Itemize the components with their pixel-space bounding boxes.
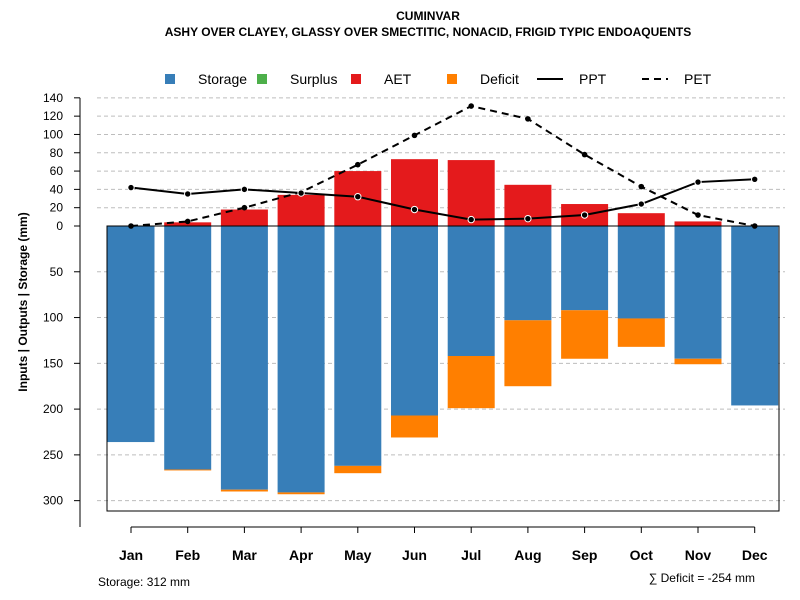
y-tick-label-down-150: 150 — [43, 356, 63, 370]
chart-title: CUMINVAR — [396, 9, 460, 23]
month-label-feb: Feb — [175, 547, 200, 563]
bar-deficit-feb — [164, 469, 212, 471]
y-tick-label-up-100: 100 — [43, 127, 63, 141]
y-tick-label-down-50: 50 — [50, 265, 64, 279]
point-pet-sep — [581, 151, 588, 158]
y-axis-label: Inputs | Outputs | Storage (mm) — [16, 212, 30, 391]
bar-deficit-jul — [447, 356, 495, 409]
legend-label-ppt: PPT — [579, 71, 607, 87]
bar-deficit-oct — [617, 318, 665, 347]
point-pet-jul — [468, 103, 475, 109]
legend-swatch-surplus — [257, 74, 267, 84]
gridlines — [97, 97, 785, 502]
bar-deficit-nov — [674, 358, 722, 365]
point-ppt-may — [354, 193, 362, 201]
month-label-jan: Jan — [119, 547, 143, 563]
bar-storage-mar — [220, 226, 268, 490]
month-label-oct: Oct — [630, 547, 654, 563]
y-tick-label-down-200: 200 — [43, 402, 63, 416]
bar-storage-dec — [731, 226, 779, 406]
point-pet-aug — [525, 116, 531, 122]
point-ppt-jan — [127, 183, 135, 192]
bar-storage-may — [334, 226, 382, 466]
bar-storage-apr — [277, 226, 325, 493]
legend: Storage Surplus AET Deficit PPT PET — [165, 71, 712, 87]
storage-note: Storage: 312 mm — [98, 575, 190, 589]
y-tick-label-up-120: 120 — [43, 109, 63, 123]
bar-storage-sep — [561, 226, 609, 311]
point-pet-mar — [241, 204, 248, 211]
bar-deficit-apr — [277, 492, 325, 495]
point-ppt-sep — [580, 211, 589, 219]
bar-storage-jun — [391, 226, 438, 416]
bars — [107, 159, 779, 495]
bar-storage-aug — [504, 226, 552, 321]
y-tick-label-up-80: 80 — [50, 146, 64, 160]
legend-label-aet: AET — [384, 71, 412, 87]
month-label-jul: Jul — [461, 547, 481, 563]
bar-storage-jul — [447, 226, 495, 357]
month-label-sep: Sep — [572, 547, 598, 563]
bar-storage-oct — [617, 226, 665, 319]
month-label-dec: Dec — [742, 547, 768, 563]
point-ppt-aug — [524, 214, 532, 223]
bar-deficit-jun — [391, 415, 438, 438]
bar-aet-jun — [391, 159, 438, 226]
bar-storage-jan — [107, 226, 155, 443]
month-label-jun: Jun — [402, 547, 427, 563]
point-pet-feb — [184, 218, 191, 225]
bar-deficit-aug — [504, 320, 552, 387]
deficit-note: ∑ Deficit = -254 mm — [649, 571, 755, 585]
bar-deficit-may — [334, 465, 382, 474]
point-pet-nov — [695, 212, 701, 218]
y-tick-label-up-140: 140 — [43, 91, 63, 105]
point-pet-may — [355, 161, 361, 168]
bar-aet-oct — [617, 213, 665, 226]
bar-aet-jul — [447, 160, 495, 226]
point-pet-jun — [411, 132, 418, 139]
point-ppt-oct — [637, 200, 645, 208]
legend-label-pet: PET — [684, 71, 712, 87]
legend-label-surplus: Surplus — [290, 71, 337, 87]
month-label-aug: Aug — [514, 547, 541, 563]
lines — [127, 103, 759, 229]
point-ppt-feb — [184, 190, 192, 198]
legend-swatch-storage — [165, 74, 175, 84]
y-tick-label-down-300: 300 — [43, 494, 63, 508]
y-tick-label-down-250: 250 — [43, 448, 63, 462]
point-ppt-apr — [297, 189, 305, 197]
bar-aet-apr — [277, 194, 325, 226]
chart-subtitle: ASHY OVER CLAYEY, GLASSY OVER SMECTITIC,… — [165, 25, 692, 39]
bar-deficit-sep — [561, 310, 609, 359]
y-tick-label-up-40: 40 — [50, 182, 64, 196]
month-label-may: May — [344, 547, 371, 563]
bar-aet-nov — [674, 221, 722, 226]
y-tick-label-up-20: 20 — [50, 201, 64, 215]
point-pet-oct — [638, 183, 645, 190]
point-ppt-mar — [240, 185, 249, 194]
point-ppt-jun — [410, 205, 419, 214]
legend-label-storage: Storage — [198, 71, 247, 87]
axes: 0 20 40 60 80 100 120 140 50 100 150 200 250 300 Jan Fe… — [43, 91, 780, 563]
point-ppt-dec — [751, 175, 759, 184]
point-ppt-jul — [467, 215, 475, 224]
y-tick-label-up-60: 60 — [50, 164, 64, 178]
month-label-mar: Mar — [232, 547, 257, 563]
legend-swatch-aet — [351, 74, 361, 84]
line-pet — [130, 105, 755, 227]
bar-storage-nov — [674, 226, 722, 359]
point-ppt-nov — [694, 178, 702, 186]
line-ppt — [130, 178, 755, 221]
legend-swatch-deficit — [447, 74, 457, 84]
y-tick-label-down-100: 100 — [43, 311, 63, 325]
legend-label-deficit: Deficit — [480, 71, 519, 87]
bar-aet-mar — [220, 209, 268, 226]
bar-storage-feb — [164, 226, 212, 470]
month-label-apr: Apr — [289, 547, 314, 563]
y-tick-label-up-0: 0 — [56, 219, 63, 233]
bar-deficit-mar — [220, 489, 268, 492]
month-label-nov: Nov — [685, 547, 712, 563]
